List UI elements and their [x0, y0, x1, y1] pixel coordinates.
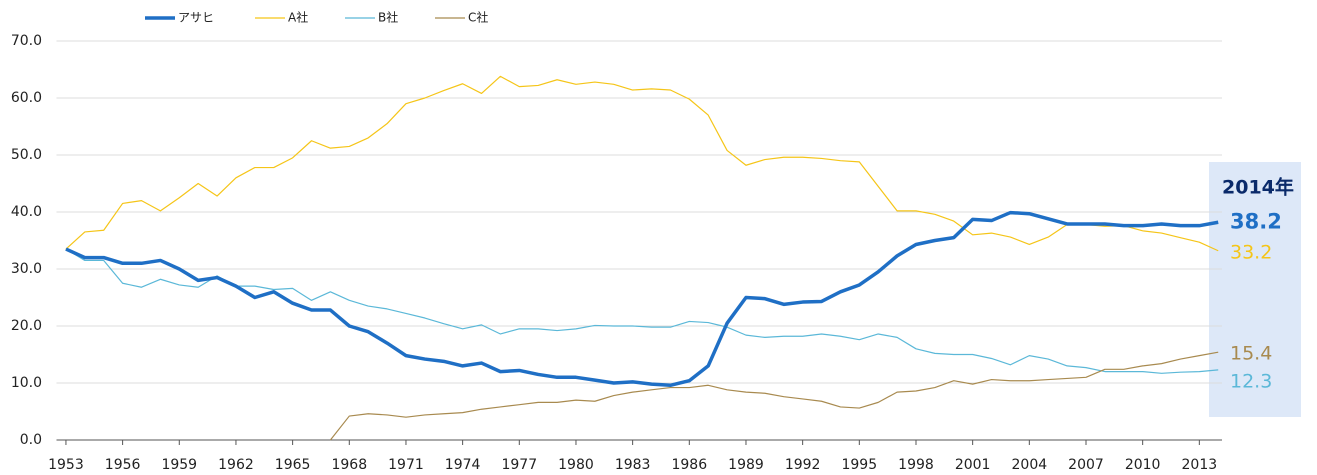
x-tick-label: 1971 [388, 457, 424, 473]
x-tick-label: 1995 [841, 457, 877, 473]
end-label: 15.4 [1230, 343, 1272, 365]
annotation: 2014年 [1222, 176, 1294, 199]
legend-label: アサヒ [178, 11, 214, 25]
x-tick-label: 1983 [615, 457, 651, 473]
x-tick-label: 2010 [1125, 457, 1161, 473]
x-tick-label: 1962 [218, 457, 254, 473]
end-label: 33.2 [1230, 241, 1272, 263]
legend-label: A社 [288, 10, 308, 25]
end-label: 12.3 [1230, 370, 1272, 392]
x-tick-label: 2004 [1012, 457, 1048, 473]
x-tick-label: 2007 [1068, 457, 1104, 473]
x-tick-label: 1977 [501, 457, 537, 473]
x-tick-label: 1959 [161, 457, 197, 473]
x-tick-label: 2013 [1182, 457, 1218, 473]
end-label: 38.2 [1230, 209, 1282, 233]
y-tick-label: 40.0 [11, 204, 42, 220]
y-tick-label: 20.0 [11, 318, 42, 334]
x-tick-label: 1992 [785, 457, 821, 473]
x-tick-label: 2001 [955, 457, 991, 473]
x-tick-label: 1989 [728, 457, 764, 473]
legend-label: C社 [468, 10, 488, 25]
y-tick-label: 70.0 [11, 33, 42, 49]
x-tick-label: 1965 [275, 457, 311, 473]
x-tick-label: 1986 [671, 457, 707, 473]
x-tick-label: 1980 [558, 457, 594, 473]
x-tick-label: 1956 [105, 457, 141, 473]
legend-label: B社 [378, 10, 398, 25]
x-tick-label: 1953 [48, 457, 84, 473]
series-line [65, 248, 1219, 374]
y-tick-label: 60.0 [11, 90, 42, 106]
series-line [65, 210, 1219, 388]
highlight-box [1209, 162, 1301, 417]
x-tick-label: 1998 [898, 457, 934, 473]
series-line [329, 351, 1219, 441]
y-tick-label: 50.0 [11, 147, 42, 163]
y-tick-label: 30.0 [11, 261, 42, 277]
x-tick-label: 1968 [331, 457, 367, 473]
series-line [65, 75, 1219, 252]
y-tick-label: 0.0 [20, 432, 42, 448]
y-tick-label: 10.0 [11, 375, 42, 391]
x-tick-label: 1974 [445, 457, 481, 473]
